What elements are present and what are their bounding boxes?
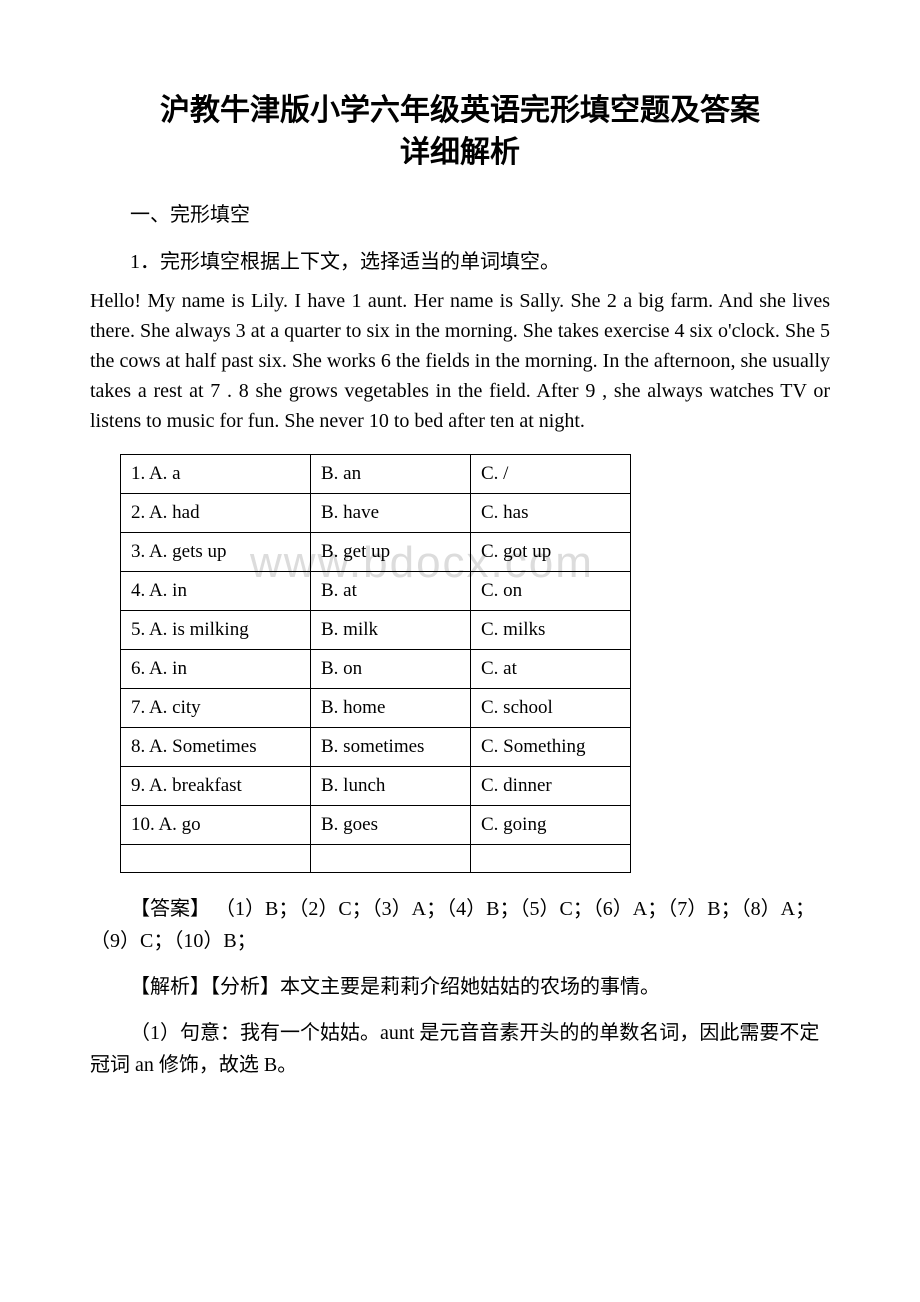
table-row: 6. A. in B. on C. at (121, 650, 631, 689)
table-row: 2. A. had B. have C. has (121, 494, 631, 533)
option-b-cell: B. lunch (311, 767, 471, 806)
section-label: 一、完形填空 (90, 198, 830, 227)
table-row: 9. A. breakfast B. lunch C. dinner (121, 767, 631, 806)
option-b-cell: B. milk (311, 611, 471, 650)
table-empty-row (121, 845, 631, 873)
passage-text: Hello! My name is Lily. I have 1 aunt. H… (90, 290, 830, 432)
content-layer: 沪教牛津版小学六年级英语完形填空题及答案 详细解析 一、完形填空 1．完形填空根… (90, 90, 830, 1081)
empty-cell (471, 845, 631, 873)
table-row: 3. A. gets up B. get up C. got up (121, 533, 631, 572)
option-b-cell: B. have (311, 494, 471, 533)
table-row: 1. A. a B. an C. / (121, 455, 631, 494)
option-c-cell: C. milks (471, 611, 631, 650)
empty-cell (121, 845, 311, 873)
option-b-cell: B. sometimes (311, 728, 471, 767)
option-a-cell: 8. A. Sometimes (121, 728, 311, 767)
option-b-cell: B. at (311, 572, 471, 611)
cloze-passage: Hello! My name is Lily. I have 1 aunt. H… (90, 286, 830, 436)
title-line-1: 沪教牛津版小学六年级英语完形填空题及答案 (160, 94, 760, 127)
option-c-cell: C. / (471, 455, 631, 494)
option-c-cell: C. at (471, 650, 631, 689)
option-c-cell: C. dinner (471, 767, 631, 806)
option-b-cell: B. on (311, 650, 471, 689)
table-row: 5. A. is milking B. milk C. milks (121, 611, 631, 650)
option-b-cell: B. get up (311, 533, 471, 572)
option-b-cell: B. goes (311, 806, 471, 845)
option-a-cell: 1. A. a (121, 455, 311, 494)
option-a-cell: 6. A. in (121, 650, 311, 689)
option-b-cell: B. home (311, 689, 471, 728)
option-a-cell: 4. A. in (121, 572, 311, 611)
document-title: 沪教牛津版小学六年级英语完形填空题及答案 详细解析 (90, 90, 830, 174)
option-a-cell: 10. A. go (121, 806, 311, 845)
analysis-block: 【解析】【分析】本文主要是莉莉介绍她姑姑的农场的事情。 (90, 971, 830, 1003)
option-c-cell: C. has (471, 494, 631, 533)
option-a-cell: 2. A. had (121, 494, 311, 533)
option-c-cell: C. Something (471, 728, 631, 767)
option-c-cell: C. going (471, 806, 631, 845)
question-label: 1．完形填空根据上下文，选择适当的单词填空。 (90, 245, 830, 274)
option-c-cell: C. got up (471, 533, 631, 572)
explanation-item-1: （1）句意：我有一个姑姑。aunt 是元音音素开头的的单数名词，因此需要不定冠词… (90, 1017, 830, 1081)
empty-cell (311, 845, 471, 873)
option-a-cell: 7. A. city (121, 689, 311, 728)
option-c-cell: C. school (471, 689, 631, 728)
answer-block: 【答案】 （1）B；（2）C；（3）A；（4）B；（5）C；（6）A；（7）B；… (90, 893, 830, 957)
table-row: 7. A. city B. home C. school (121, 689, 631, 728)
table-row: 8. A. Sometimes B. sometimes C. Somethin… (121, 728, 631, 767)
table-row: 4. A. in B. at C. on (121, 572, 631, 611)
table-row: 10. A. go B. goes C. going (121, 806, 631, 845)
option-b-cell: B. an (311, 455, 471, 494)
option-c-cell: C. on (471, 572, 631, 611)
options-table: 1. A. a B. an C. / 2. A. had B. have C. … (120, 454, 631, 873)
option-a-cell: 5. A. is milking (121, 611, 311, 650)
option-a-cell: 9. A. breakfast (121, 767, 311, 806)
title-line-2: 详细解析 (400, 136, 520, 169)
option-a-cell: 3. A. gets up (121, 533, 311, 572)
